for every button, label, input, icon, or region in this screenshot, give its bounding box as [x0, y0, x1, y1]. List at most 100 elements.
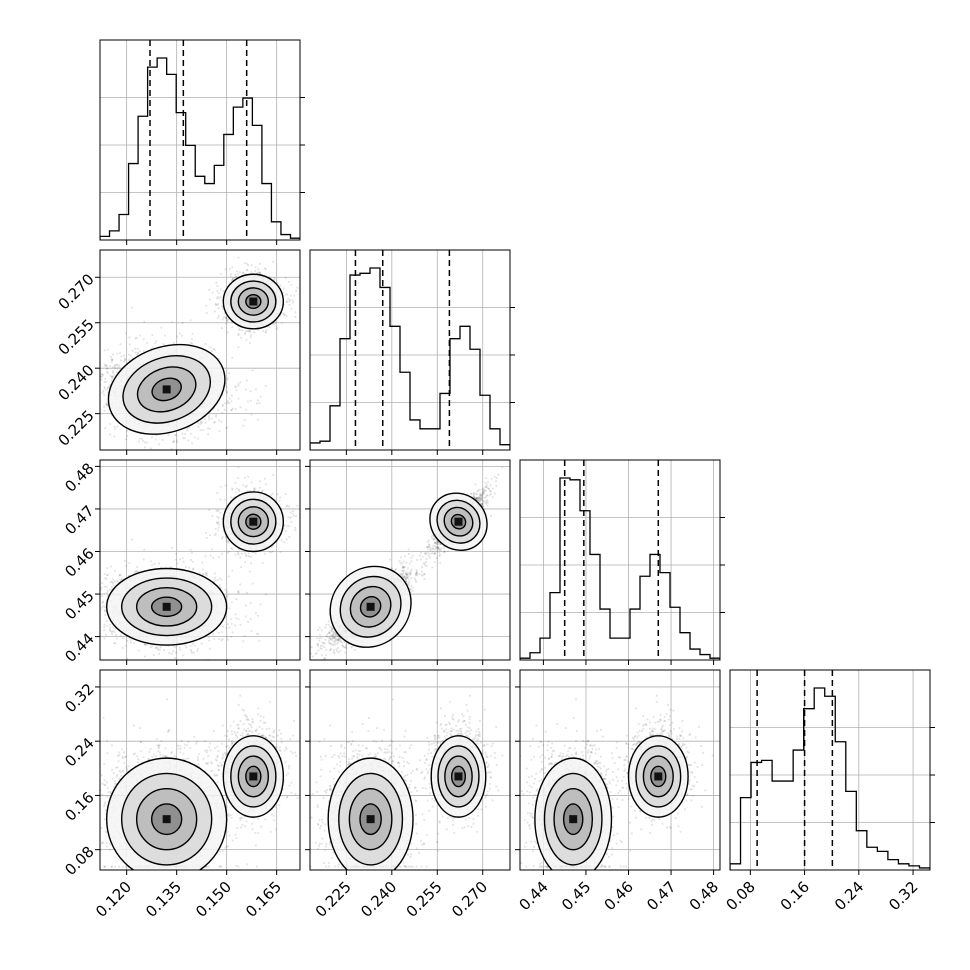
- sample-point: [161, 439, 164, 441]
- sample-point: [112, 366, 114, 369]
- y-tick-label-1-2: 0.255: [55, 316, 98, 359]
- sample-point: [274, 322, 277, 324]
- sample-point: [100, 376, 103, 378]
- sample-point: [219, 272, 222, 275]
- sample-point: [222, 306, 224, 309]
- sample-point: [234, 385, 236, 388]
- sample-point: [101, 391, 104, 394]
- sample-point: [98, 403, 100, 405]
- sample-point: [231, 407, 234, 410]
- sample-point: [57, 627, 59, 629]
- sample-point: [107, 386, 110, 389]
- sample-point: [231, 279, 234, 281]
- sample-point: [256, 402, 258, 405]
- sample-point: [109, 384, 111, 387]
- sample-point: [235, 617, 238, 620]
- sample-point: [246, 330, 249, 332]
- sample-point: [104, 577, 107, 580]
- sample-point: [102, 390, 105, 393]
- sample-point: [203, 418, 206, 420]
- sample-point: [95, 398, 97, 400]
- sample-point: [249, 336, 252, 339]
- panel-content: [100, 40, 300, 240]
- sample-point: [155, 340, 158, 342]
- sample-point: [129, 354, 132, 357]
- sample-point: [187, 439, 190, 442]
- sample-point: [238, 490, 240, 492]
- sample-point: [264, 330, 267, 333]
- sample-point: [140, 451, 142, 453]
- sample-point: [230, 635, 233, 638]
- sample-point: [141, 437, 143, 440]
- sample-point: [113, 580, 116, 583]
- sample-point: [105, 603, 107, 606]
- sample-point: [251, 582, 254, 585]
- sample-point: [294, 311, 297, 314]
- sample-point: [226, 391, 228, 394]
- sample-point: [103, 385, 106, 388]
- sample-point: [221, 305, 223, 308]
- sample-point: [205, 537, 208, 539]
- sample-point: [103, 349, 106, 352]
- sample-point: [286, 300, 288, 303]
- sample-point: [226, 331, 229, 334]
- sample-point: [113, 425, 116, 428]
- sample-point: [226, 376, 229, 379]
- sample-point: [110, 581, 113, 583]
- sample-point: [112, 375, 115, 378]
- sample-point: [256, 399, 259, 402]
- sample-point: [102, 374, 104, 377]
- sample-point: [207, 658, 210, 660]
- sample-point: [113, 373, 116, 376]
- sample-point: [289, 294, 292, 297]
- sample-point: [111, 375, 114, 378]
- sample-point: [163, 334, 166, 337]
- sample-point: [221, 405, 224, 408]
- sample-point: [170, 448, 173, 450]
- sample-point: [220, 327, 223, 330]
- sample-point: [250, 413, 253, 416]
- sample-point: [242, 424, 245, 427]
- sample-point: [154, 438, 157, 441]
- sample-point: [253, 487, 256, 490]
- sample-point: [237, 591, 240, 593]
- sample-point: [248, 555, 250, 558]
- sample-point: [257, 490, 260, 493]
- sample-point: [212, 556, 215, 559]
- sample-point: [246, 269, 249, 271]
- sample-point: [215, 532, 217, 535]
- sample-point: [112, 584, 115, 587]
- sample-point: [282, 312, 285, 315]
- sample-point: [232, 277, 234, 280]
- sample-point: [89, 586, 91, 588]
- density-peak-1-0-1: [249, 297, 258, 306]
- sample-point: [231, 321, 234, 324]
- sample-point: [119, 343, 122, 346]
- sample-point: [244, 332, 247, 334]
- sample-point: [216, 290, 219, 292]
- sample-point: [134, 337, 137, 340]
- panel-2-0: 0.440.450.460.470.48: [57, 459, 301, 666]
- sample-point: [237, 382, 240, 385]
- sample-point: [225, 426, 228, 429]
- sample-point: [287, 297, 290, 300]
- sample-point: [258, 262, 261, 265]
- panel-content: [310, 250, 510, 450]
- sample-point: [296, 286, 299, 289]
- sample-point: [119, 368, 122, 371]
- sample-point: [196, 649, 199, 652]
- sample-point: [213, 349, 216, 351]
- sample-point: [265, 483, 267, 486]
- sample-point: [107, 371, 109, 374]
- sample-point: [249, 602, 252, 605]
- sample-point: [109, 433, 112, 436]
- sample-point: [103, 573, 106, 575]
- sample-point: [222, 308, 224, 311]
- sample-point: [217, 315, 220, 317]
- sample-point: [181, 334, 183, 337]
- sample-point: [118, 364, 121, 367]
- sample-point: [227, 540, 230, 543]
- sample-point: [176, 335, 179, 338]
- sample-point: [188, 426, 191, 429]
- sample-point: [262, 329, 265, 332]
